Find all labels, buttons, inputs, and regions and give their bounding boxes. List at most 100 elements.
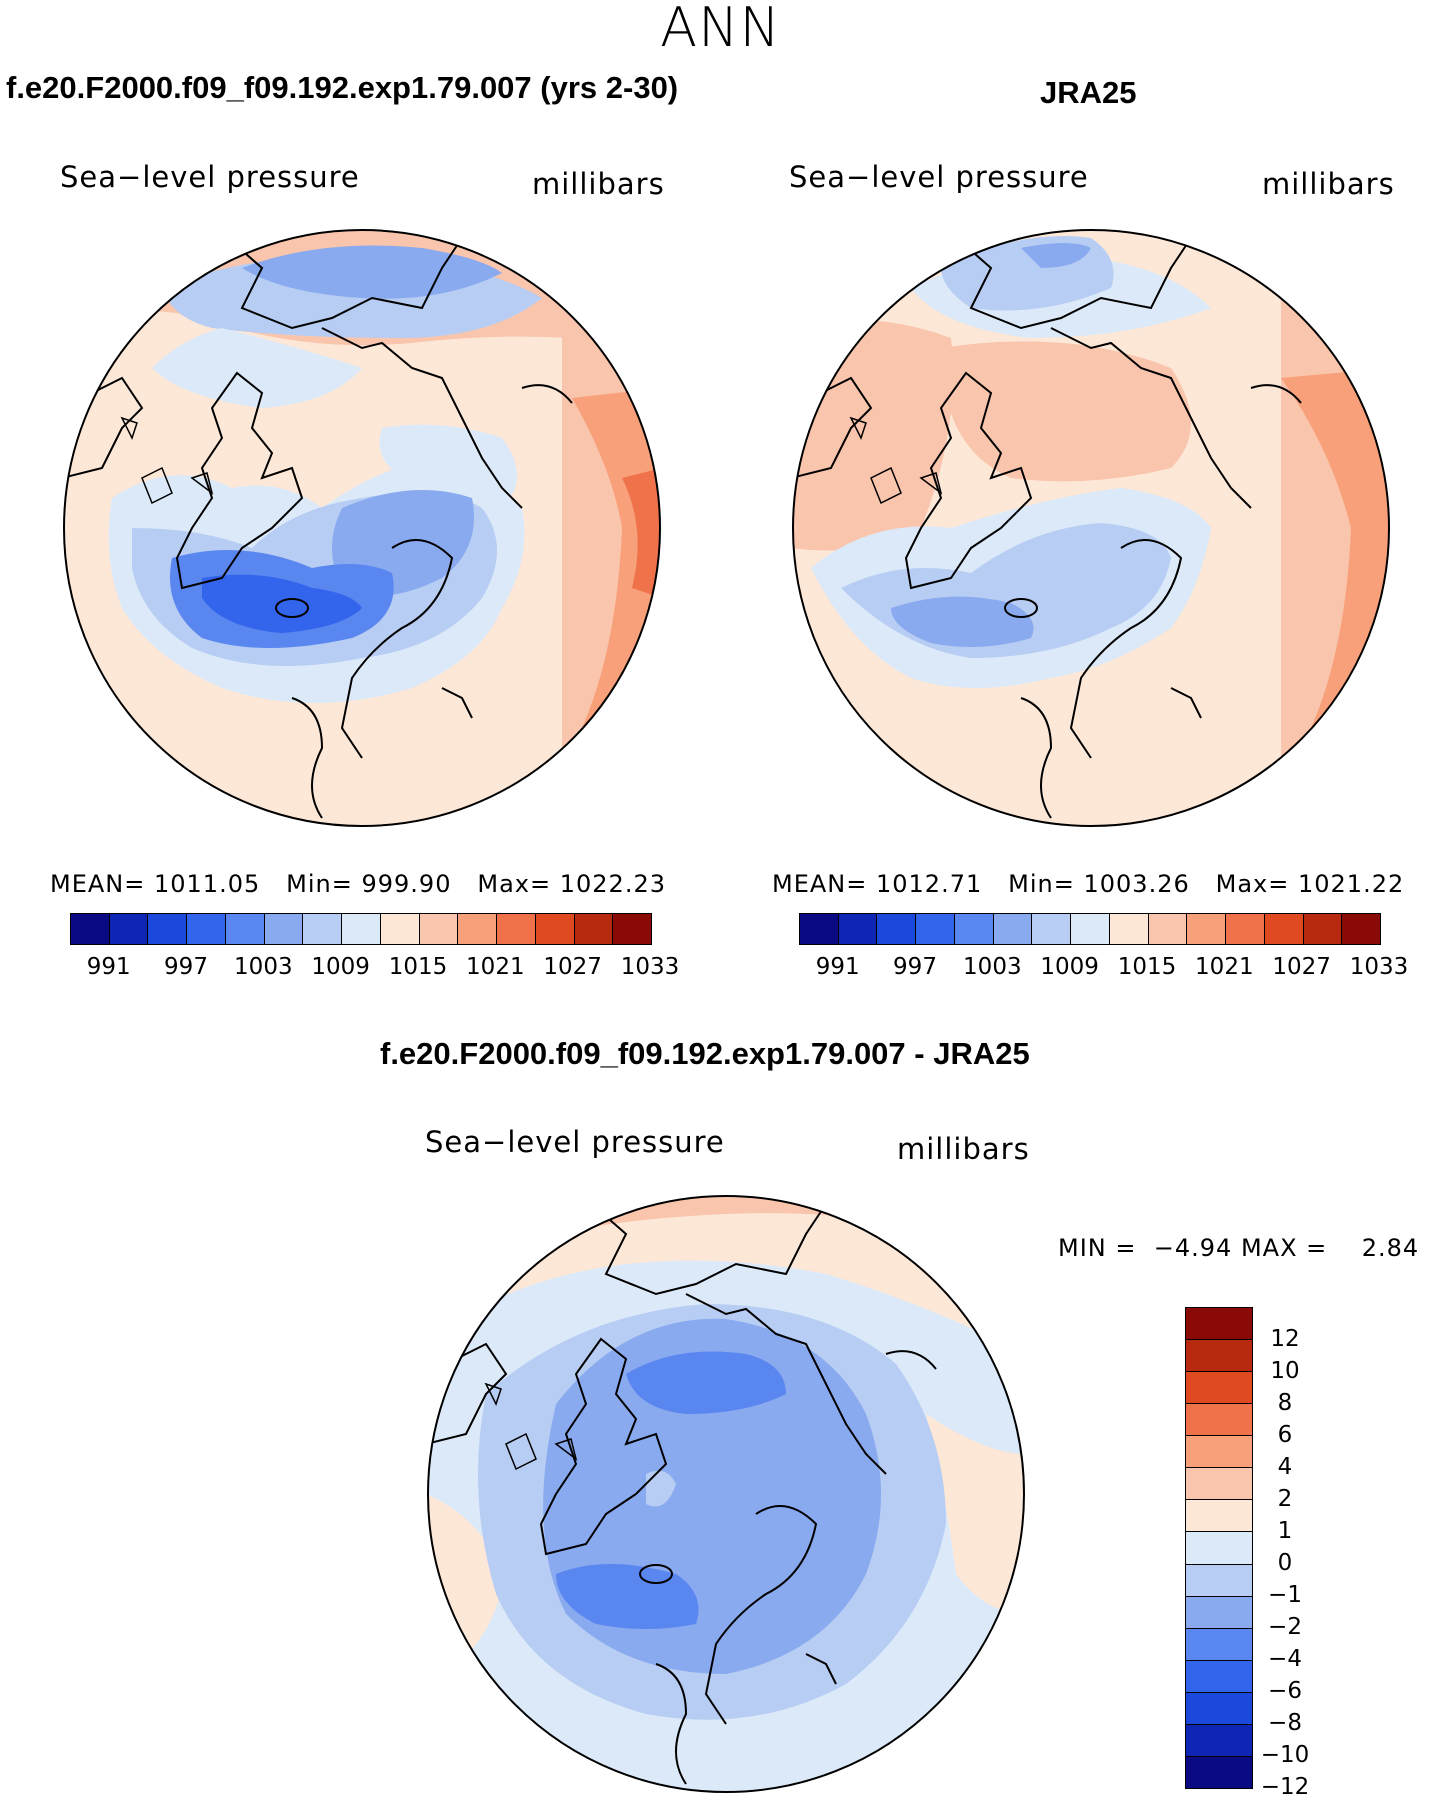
- colorbar-swatch: [187, 914, 226, 944]
- diff-max-label: MAX =: [1240, 1234, 1328, 1262]
- colorbar-tick-label: −6: [1268, 1678, 1302, 1704]
- colorbar-swatch: [1187, 914, 1227, 944]
- obs-stats: MEAN= 1012.71 Min= 1003.26 Max= 1021.22: [772, 870, 1404, 898]
- colorbar-swatch: [1186, 1308, 1252, 1341]
- colorbar-swatch: [1342, 914, 1381, 944]
- colorbar-tick-label: 4: [1277, 1454, 1293, 1480]
- diff-panel-title: f.e20.F2000.f09_f09.192.exp1.79.007 - JR…: [380, 1036, 1030, 1071]
- colorbar-swatch: [1186, 1756, 1252, 1788]
- colorbar-swatch: [800, 914, 839, 944]
- obs-min-value: 1003.26: [1083, 870, 1190, 898]
- colorbar-swatch: [303, 914, 343, 944]
- colorbar-tick-label: −1: [1268, 1582, 1302, 1608]
- diff-min-value: −4.94: [1153, 1234, 1233, 1262]
- model-map: [63, 229, 661, 827]
- colorbar-tick-label: 10: [1270, 1358, 1300, 1384]
- colorbar-tick-label: 1021: [466, 954, 525, 980]
- colorbar-tick-label: 1015: [1117, 954, 1177, 980]
- colorbar-tick-label: 1033: [620, 954, 680, 980]
- colorbar-swatch: [1186, 1404, 1252, 1437]
- colorbar-swatch: [1032, 914, 1072, 944]
- colorbar-swatch: [1186, 1628, 1252, 1661]
- colorbar-swatch: [1186, 1532, 1252, 1565]
- colorbar-tick-label: 1009: [311, 954, 370, 980]
- model-variable-label: Sea−level pressure: [60, 160, 360, 194]
- model-max-value: 1022.23: [559, 870, 666, 898]
- model-min-label: Min=: [286, 870, 353, 898]
- colorbar-tick-label: 997: [164, 954, 208, 980]
- colorbar-tick-label: 1033: [1349, 954, 1409, 980]
- colorbar-swatch: [380, 914, 420, 944]
- obs-map: [792, 229, 1390, 827]
- model-mean-value: 1011.05: [154, 870, 261, 898]
- colorbar-swatch: [458, 914, 498, 944]
- colorbar-tick-label: −12: [1260, 1774, 1310, 1800]
- colorbar-tick-label: 1: [1277, 1518, 1293, 1544]
- colorbar-swatch: [574, 914, 614, 944]
- diff-colorbar-ticks: 12 10 8 6 4 2 1 0 −1 −2 −4 −6 −8 −10 −12: [1255, 1307, 1325, 1800]
- obs-variable-label: Sea−level pressure: [789, 160, 1089, 194]
- colorbar-swatch: [1148, 914, 1188, 944]
- colorbar-swatch: [916, 914, 955, 944]
- colorbar-tick-label: 1021: [1195, 954, 1254, 980]
- colorbar-tick-label: 1009: [1040, 954, 1099, 980]
- diff-colorbar: [1185, 1307, 1253, 1789]
- colorbar-swatch: [71, 914, 110, 944]
- obs-mean-value: 1012.71: [876, 870, 983, 898]
- colorbar-swatch: [1186, 1468, 1252, 1501]
- colorbar-tick-label: 991: [815, 954, 860, 980]
- colorbar-swatch: [954, 914, 994, 944]
- colorbar-swatch: [1264, 914, 1304, 944]
- colorbar-tick-label: −8: [1268, 1710, 1302, 1736]
- colorbar-tick-label: 1003: [234, 954, 293, 980]
- obs-units-label: millibars: [1262, 167, 1395, 201]
- model-units-label: millibars: [532, 167, 665, 201]
- colorbar-swatch: [1186, 1596, 1252, 1629]
- colorbar-swatch: [1109, 914, 1149, 944]
- colorbar-swatch: [1186, 1340, 1252, 1373]
- diff-variable-label: Sea−level pressure: [425, 1125, 725, 1159]
- colorbar-swatch: [1303, 914, 1343, 944]
- colorbar-swatch: [264, 914, 304, 944]
- colorbar-tick-label: 1027: [543, 954, 602, 980]
- obs-max-value: 1021.22: [1298, 870, 1405, 898]
- model-min-value: 999.90: [361, 870, 452, 898]
- colorbar-swatch: [497, 914, 536, 944]
- colorbar-swatch: [109, 914, 149, 944]
- colorbar-swatch: [1186, 1436, 1252, 1469]
- colorbar-swatch: [613, 914, 652, 944]
- colorbar-swatch: [1186, 1500, 1252, 1533]
- obs-colorbar-ticks: 991 997 1003 1009 1015 1021 1027 1033: [799, 954, 1409, 984]
- colorbar-swatch: [419, 914, 459, 944]
- colorbar-tick-label: −2: [1268, 1614, 1302, 1640]
- colorbar-tick-label: −4: [1268, 1646, 1302, 1672]
- colorbar-tick-label: 1003: [963, 954, 1022, 980]
- model-panel-title: f.e20.F2000.f09_f09.192.exp1.79.007 (yrs…: [6, 70, 679, 105]
- colorbar-tick-label: 0: [1277, 1550, 1293, 1576]
- diff-units-label: millibars: [897, 1132, 1030, 1166]
- colorbar-swatch: [1186, 1724, 1252, 1757]
- diff-max-value: 2.84: [1361, 1234, 1420, 1262]
- colorbar-tick-label: 1027: [1272, 954, 1331, 980]
- colorbar-tick-label: 2: [1277, 1486, 1293, 1512]
- colorbar-swatch: [342, 914, 381, 944]
- colorbar-swatch: [1186, 1372, 1252, 1405]
- obs-min-label: Min=: [1008, 870, 1075, 898]
- model-colorbar-ticks: 991 997 1003 1009 1015 1021 1027 1033: [70, 954, 680, 984]
- colorbar-tick-label: 1015: [388, 954, 448, 980]
- model-mean-label: MEAN=: [50, 870, 146, 898]
- model-colorbar: [70, 913, 652, 945]
- obs-colorbar: [799, 913, 1381, 945]
- colorbar-swatch: [838, 914, 878, 944]
- colorbar-swatch: [1186, 1660, 1252, 1693]
- colorbar-tick-label: 8: [1277, 1390, 1293, 1416]
- obs-max-label: Max=: [1215, 870, 1290, 898]
- diff-min-label: MIN =: [1058, 1234, 1137, 1262]
- colorbar-tick-label: 997: [893, 954, 937, 980]
- colorbar-tick-label: 6: [1277, 1422, 1293, 1448]
- colorbar-swatch: [1226, 914, 1265, 944]
- model-max-label: Max=: [477, 870, 552, 898]
- colorbar-swatch: [535, 914, 575, 944]
- colorbar-tick-label: 12: [1270, 1326, 1300, 1352]
- colorbar-swatch: [877, 914, 917, 944]
